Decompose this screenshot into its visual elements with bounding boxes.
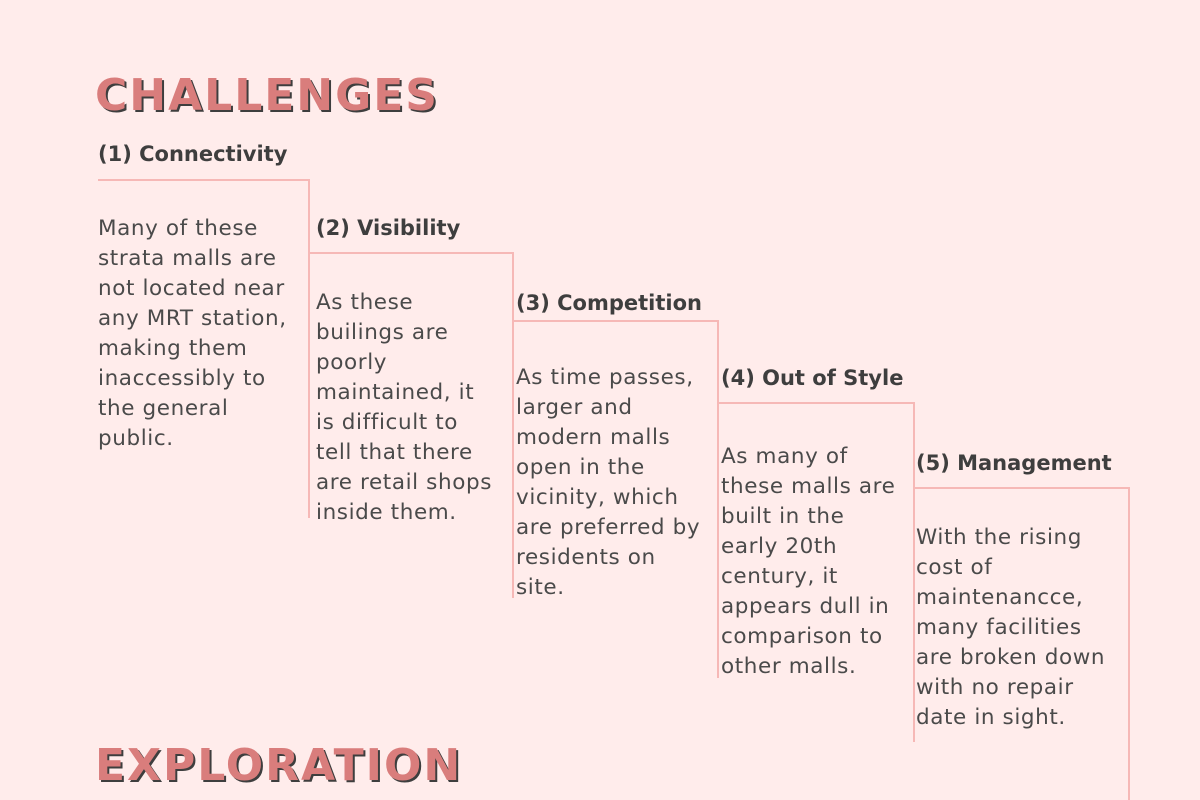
description-line: comparison to <box>721 624 883 649</box>
challenge-description: As many of these malls are built in the ear… <box>721 442 917 682</box>
description-line: other malls. <box>721 654 857 679</box>
step-top-line <box>308 252 512 254</box>
challenge-description: As time passes, larger and modern malls ope… <box>516 363 721 603</box>
description-line: As these <box>316 290 414 315</box>
description-line: residents on <box>516 545 656 570</box>
challenge-step: (2) Visibility As these builings are poorly… <box>308 216 514 598</box>
step-top-line <box>98 179 308 181</box>
description-line: maintenancce, <box>916 585 1084 610</box>
description-line: early 20th <box>721 534 838 559</box>
description-line: appears dull in <box>721 594 890 619</box>
description-line: cost of <box>916 555 993 580</box>
description-line: with no repair <box>916 675 1074 700</box>
step-top-line <box>512 320 717 322</box>
step-right-line <box>913 402 915 742</box>
step-right-line <box>308 179 310 518</box>
description-line: many facilities <box>916 615 1082 640</box>
challenge-title: (5) Management <box>916 451 1112 475</box>
description-line: larger and <box>516 395 633 420</box>
step-right-line <box>1128 487 1130 800</box>
description-line: vicinity, which <box>516 485 679 510</box>
description-line: open in the <box>516 455 645 480</box>
description-line: is difficult to <box>316 410 459 435</box>
challenge-description: As these builings are poorly maintained, it… <box>316 288 516 528</box>
description-line: With the rising <box>916 525 1083 550</box>
step-right-line <box>512 252 514 598</box>
challenge-title: (4) Out of Style <box>721 366 904 390</box>
description-line: are retail shops <box>316 470 493 495</box>
challenge-step: (4) Out of Style As many of these malls ar… <box>717 366 915 742</box>
description-line: maintained, it <box>316 380 475 405</box>
challenge-title: (1) Connectivity <box>98 142 288 166</box>
challenge-step: (3) Competition As time passes, larger and… <box>512 291 719 678</box>
description-line: making them <box>98 336 248 361</box>
description-line: century, it <box>721 564 838 589</box>
description-line: are preferred by <box>516 515 701 540</box>
description-line: any MRT station, <box>98 306 287 331</box>
exploration-heading: EXPLORATION <box>95 740 463 791</box>
challenge-title: (3) Competition <box>516 291 702 315</box>
description-line: built in the <box>721 504 845 529</box>
challenges-heading: CHALLENGES <box>95 70 439 121</box>
step-top-line <box>717 402 913 404</box>
description-line: site. <box>516 575 565 600</box>
challenge-step: (5) Management With the rising cost of main… <box>913 451 1130 800</box>
description-line: tell that there <box>316 440 473 465</box>
description-line: the general <box>98 396 229 421</box>
description-line: poorly <box>316 350 388 375</box>
challenge-description: With the rising cost of maintenancce, many … <box>916 523 1132 733</box>
description-line: public. <box>98 426 174 451</box>
description-line: strata malls are <box>98 246 277 271</box>
description-line: not located near <box>98 276 285 301</box>
step-top-line <box>913 487 1128 489</box>
step-right-line <box>717 320 719 678</box>
challenge-description: Many of these strata malls are not located… <box>98 214 312 454</box>
description-line: inaccessibly to <box>98 366 266 391</box>
challenge-step: (1) Connectivity Many of these strata mall… <box>98 142 310 518</box>
description-line: As time passes, <box>516 365 694 390</box>
description-line: date in sight. <box>916 705 1066 730</box>
challenge-title: (2) Visibility <box>316 216 461 240</box>
description-line: As many of <box>721 444 848 469</box>
description-line: are broken down <box>916 645 1106 670</box>
description-line: builings are <box>316 320 449 345</box>
description-line: inside them. <box>316 500 457 525</box>
description-line: these malls are <box>721 474 896 499</box>
description-line: modern malls <box>516 425 671 450</box>
description-line: Many of these <box>98 216 258 241</box>
